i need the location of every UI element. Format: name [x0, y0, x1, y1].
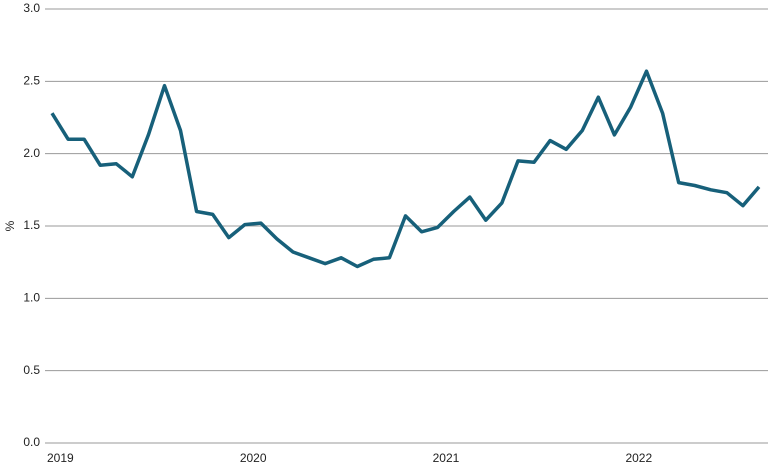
- y-tick-label: 1.0: [23, 291, 40, 305]
- y-tick-label: 0.5: [23, 363, 40, 377]
- x-tick-label: 2021: [433, 451, 460, 465]
- y-tick-label: 0.0: [23, 435, 40, 449]
- y-tick-label: 2.5: [23, 74, 40, 88]
- y-tick-label: 1.5: [23, 218, 40, 232]
- x-tick-label: 2019: [47, 451, 74, 465]
- x-tick-label: 2022: [625, 451, 652, 465]
- y-tick-label: 3.0: [23, 1, 40, 15]
- y-tick-label: 2.0: [23, 146, 40, 160]
- y-axis-label: %: [3, 220, 17, 231]
- x-tick-label: 2020: [240, 451, 267, 465]
- line-series: [50, 69, 761, 269]
